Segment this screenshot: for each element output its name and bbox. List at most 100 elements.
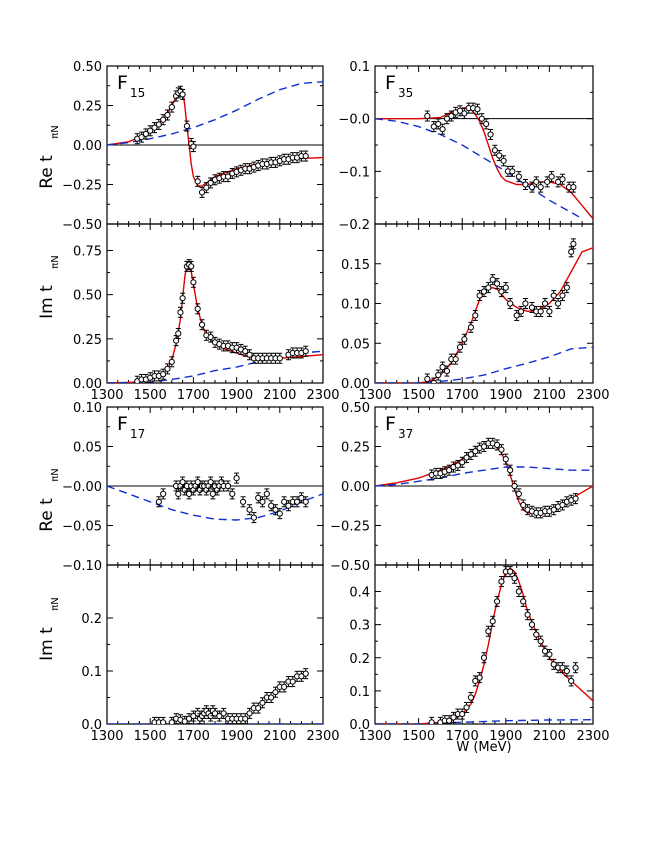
- data-point: [268, 502, 275, 509]
- panel-f35-re: −0.2 −0.1 −0.0 0.1 F 35: [338, 60, 594, 233]
- data-point: [276, 510, 283, 517]
- data-point: [446, 717, 453, 724]
- data-point: [224, 173, 232, 180]
- data-point: [528, 184, 536, 191]
- plot-area: [107, 668, 323, 724]
- data-point: [177, 309, 184, 316]
- data-point: [183, 122, 191, 130]
- data-point: [198, 189, 206, 196]
- data-point: [559, 292, 566, 299]
- data-point: [142, 130, 149, 138]
- data-point: [246, 506, 253, 513]
- data-point: [528, 304, 536, 311]
- data-point: [188, 263, 195, 270]
- data-point: [541, 648, 549, 655]
- x-tick-label: 2100: [533, 729, 566, 744]
- data-point: [515, 588, 522, 595]
- data-point: [160, 719, 167, 724]
- data-point: [452, 356, 459, 363]
- data-point: [472, 448, 479, 455]
- panel-label: F: [117, 413, 128, 435]
- panel-f17-im: 0.0 0.1 0.2 1300 1500 1700 1900 2100 2300: [81, 564, 340, 744]
- data-point: [496, 152, 503, 159]
- y-tick-label: 0.00: [73, 139, 102, 154]
- ylabel-re-sub-2: πN: [50, 468, 61, 482]
- data-point: [493, 280, 501, 287]
- data-point: [502, 284, 509, 291]
- data-point: [216, 712, 223, 720]
- ylabel-re-bottom-left: Re t πN: [37, 468, 61, 532]
- plot-area: [375, 238, 593, 383]
- data-point: [138, 134, 145, 141]
- data-point: [263, 490, 270, 497]
- data-point: [293, 498, 301, 505]
- plot-frame: [374, 564, 594, 725]
- x-tick-label: 1900: [220, 729, 253, 744]
- ylabel-im-sub-2: πN: [50, 597, 61, 611]
- data-point: [448, 112, 455, 120]
- data-point: [472, 312, 479, 319]
- y-tick-label: 0.05: [341, 337, 370, 352]
- plot-area: [375, 566, 593, 724]
- data-point: [570, 240, 577, 247]
- y-tick-label: 0.10: [341, 298, 370, 313]
- x-tick-label: 1700: [446, 729, 479, 744]
- x-tick-label: 2100: [263, 388, 296, 403]
- y-tick-label: 0.75: [73, 245, 102, 260]
- data-point: [559, 664, 566, 671]
- plot-area: [107, 81, 323, 198]
- panel-label: F: [117, 72, 128, 94]
- panel-f15-im: 0.00 0.25 0.50 0.75 1300 1500 1700 1900 2100 2300: [73, 223, 340, 403]
- dashed-curve: [375, 346, 593, 383]
- data-point: [476, 674, 483, 681]
- data-point: [511, 482, 518, 490]
- ylabel-im-top-left: Im t πN: [37, 255, 61, 319]
- y-tick-label: 0.05: [73, 441, 102, 456]
- data-point: [424, 112, 431, 120]
- y-tick-label: −0.2: [338, 218, 370, 233]
- x-tick-label: 1500: [134, 729, 167, 744]
- data-point: [302, 670, 309, 677]
- x-tick-label: 1300: [90, 729, 123, 744]
- y-tick-label: −0.50: [62, 218, 102, 233]
- data-point: [424, 375, 431, 383]
- data-point: [493, 598, 501, 605]
- data-point: [491, 147, 498, 154]
- data-point: [572, 664, 579, 671]
- x-tick-label: 1700: [177, 388, 210, 403]
- panel-label-sub: 35: [398, 86, 413, 100]
- data-point: [209, 490, 216, 497]
- ylabel-im-sub: πN: [50, 255, 61, 269]
- x-tick-label: 2100: [533, 388, 566, 403]
- data-point: [179, 91, 186, 98]
- data-point: [168, 103, 175, 111]
- y-tick-label: 0.25: [341, 441, 370, 456]
- data-point: [520, 501, 527, 509]
- data-point: [207, 333, 214, 341]
- data-point: [233, 475, 240, 482]
- data-point: [498, 446, 505, 453]
- data-point: [459, 710, 466, 718]
- ylabel-im-text-2: Im t: [37, 627, 57, 661]
- data-point: [513, 312, 520, 319]
- data-point: [430, 123, 437, 130]
- data-point: [242, 348, 249, 355]
- data-point: [476, 292, 483, 299]
- plot-area: [107, 472, 323, 524]
- data-point: [507, 467, 514, 474]
- plot-area: [375, 102, 593, 220]
- data-point: [168, 358, 175, 365]
- data-point: [559, 176, 566, 183]
- data-point: [520, 598, 527, 605]
- data-point: [500, 157, 507, 164]
- data-point: [175, 490, 182, 497]
- data-point: [173, 337, 180, 344]
- data-point: [450, 714, 457, 721]
- data-point: [239, 498, 247, 505]
- x-tick-label: 2300: [306, 388, 339, 403]
- data-point: [211, 710, 219, 717]
- dashed-curve: [375, 466, 593, 487]
- data-point: [467, 324, 475, 331]
- plot-frame: [106, 223, 324, 384]
- data-point: [164, 111, 171, 119]
